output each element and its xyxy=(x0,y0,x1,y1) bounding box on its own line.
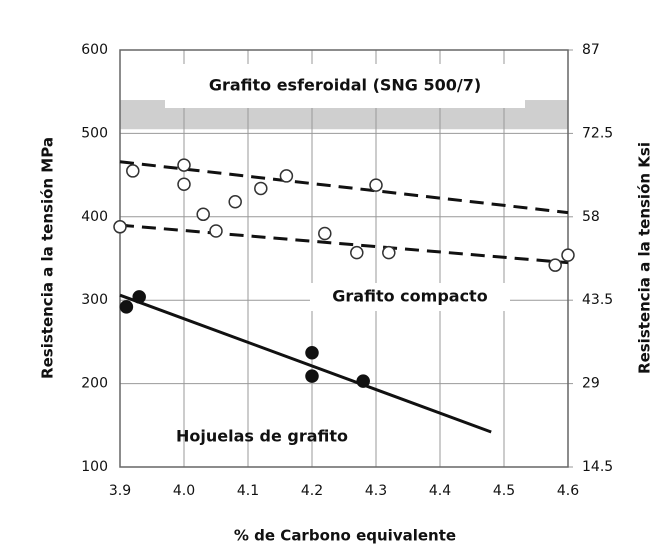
y2-tick-label: 29 xyxy=(582,376,600,392)
y2-tick-label: 58 xyxy=(582,209,600,225)
annotation: Grafito compacto xyxy=(332,287,487,306)
data-point xyxy=(119,300,134,314)
data-point xyxy=(305,345,319,360)
y-axis-label: Resistencia a la tensión MPa xyxy=(39,137,57,379)
data-point xyxy=(318,226,332,241)
y2-tick-label: 43.5 xyxy=(582,292,613,308)
x-tick-label: 4.5 xyxy=(493,483,515,499)
x-tick-label: 4.2 xyxy=(301,483,323,499)
annotation: Hojuelas de grafito xyxy=(176,427,348,446)
data-point xyxy=(279,169,294,183)
data-point xyxy=(382,245,396,260)
y-tick-label: 100 xyxy=(81,459,108,475)
trend-line xyxy=(119,293,492,434)
data-point xyxy=(305,369,319,383)
annotation-box xyxy=(165,64,525,108)
x-tick-label: 4.1 xyxy=(237,483,259,499)
data-point xyxy=(132,290,146,304)
data-point xyxy=(196,207,210,222)
data-point xyxy=(350,245,364,260)
x-axis-label: % de Carbono equivalente xyxy=(234,527,456,545)
trend-line xyxy=(119,223,569,265)
y2-tick-label: 87 xyxy=(582,42,600,58)
data-point xyxy=(254,181,268,196)
data-point xyxy=(356,374,370,388)
data-point xyxy=(561,248,575,262)
data-point xyxy=(369,178,383,192)
data-point xyxy=(177,177,191,192)
x-tick-label: 4.0 xyxy=(173,483,195,499)
x-tick-label: 3.9 xyxy=(109,483,131,499)
data-point xyxy=(209,224,223,238)
data-point xyxy=(126,164,140,178)
x-tick-label: 4.6 xyxy=(557,483,579,499)
data-point xyxy=(113,220,127,234)
data-point xyxy=(548,258,562,272)
y-tick-label: 400 xyxy=(81,209,108,225)
y-tick-label: 200 xyxy=(81,376,108,392)
annotation: Grafito esferoidal (SNG 500/7) xyxy=(209,76,481,95)
y2-tick-label: 72.5 xyxy=(582,125,613,141)
annotation-box xyxy=(310,283,510,311)
x-tick-label: 4.3 xyxy=(365,483,387,499)
x-tick-label: 4.4 xyxy=(429,483,451,499)
trend-line xyxy=(119,160,569,215)
y2-axis-label: Resistencia a la tensión Ksi xyxy=(636,142,654,374)
y2-tick-label: 14.5 xyxy=(582,459,613,475)
data-point xyxy=(228,195,242,209)
y-tick-label: 300 xyxy=(81,292,108,308)
y-tick-label: 600 xyxy=(81,42,108,58)
y-tick-label: 500 xyxy=(81,125,108,141)
data-point xyxy=(177,158,191,172)
